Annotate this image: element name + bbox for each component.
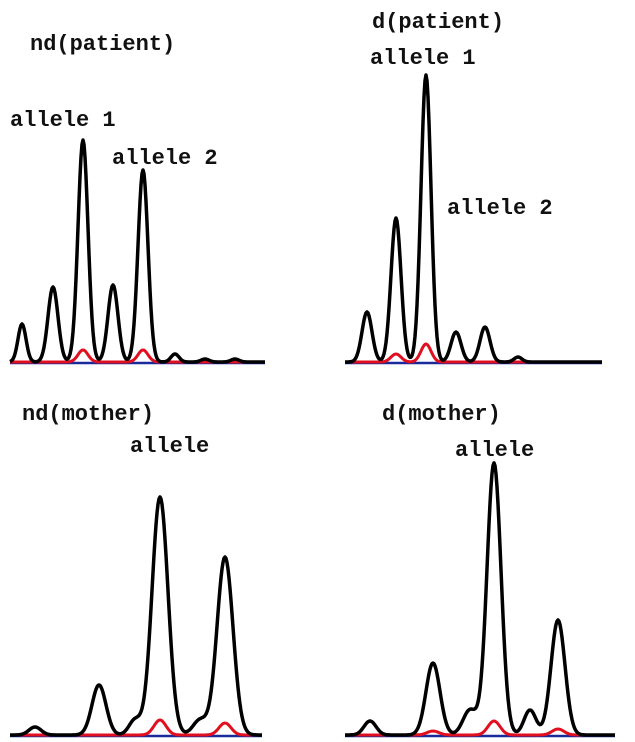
trace bbox=[10, 140, 265, 362]
peak-label: allele 1 bbox=[370, 46, 476, 71]
panel-title: nd(patient) bbox=[30, 32, 175, 57]
figure: nd(patient) allele 1 allele 2 d(patient)… bbox=[0, 0, 635, 742]
trace bbox=[345, 463, 615, 735]
panel-title: nd(mother) bbox=[22, 402, 154, 427]
peak-label: allele 2 bbox=[112, 146, 218, 171]
peak-label: allele bbox=[130, 434, 209, 459]
peak-label: allele bbox=[455, 438, 534, 463]
peak-label: allele 1 bbox=[10, 108, 116, 133]
peak-label: allele 2 bbox=[447, 196, 553, 221]
panel-title: d(mother) bbox=[382, 402, 501, 427]
trace bbox=[10, 497, 262, 735]
panel-title: d(patient) bbox=[372, 10, 504, 35]
